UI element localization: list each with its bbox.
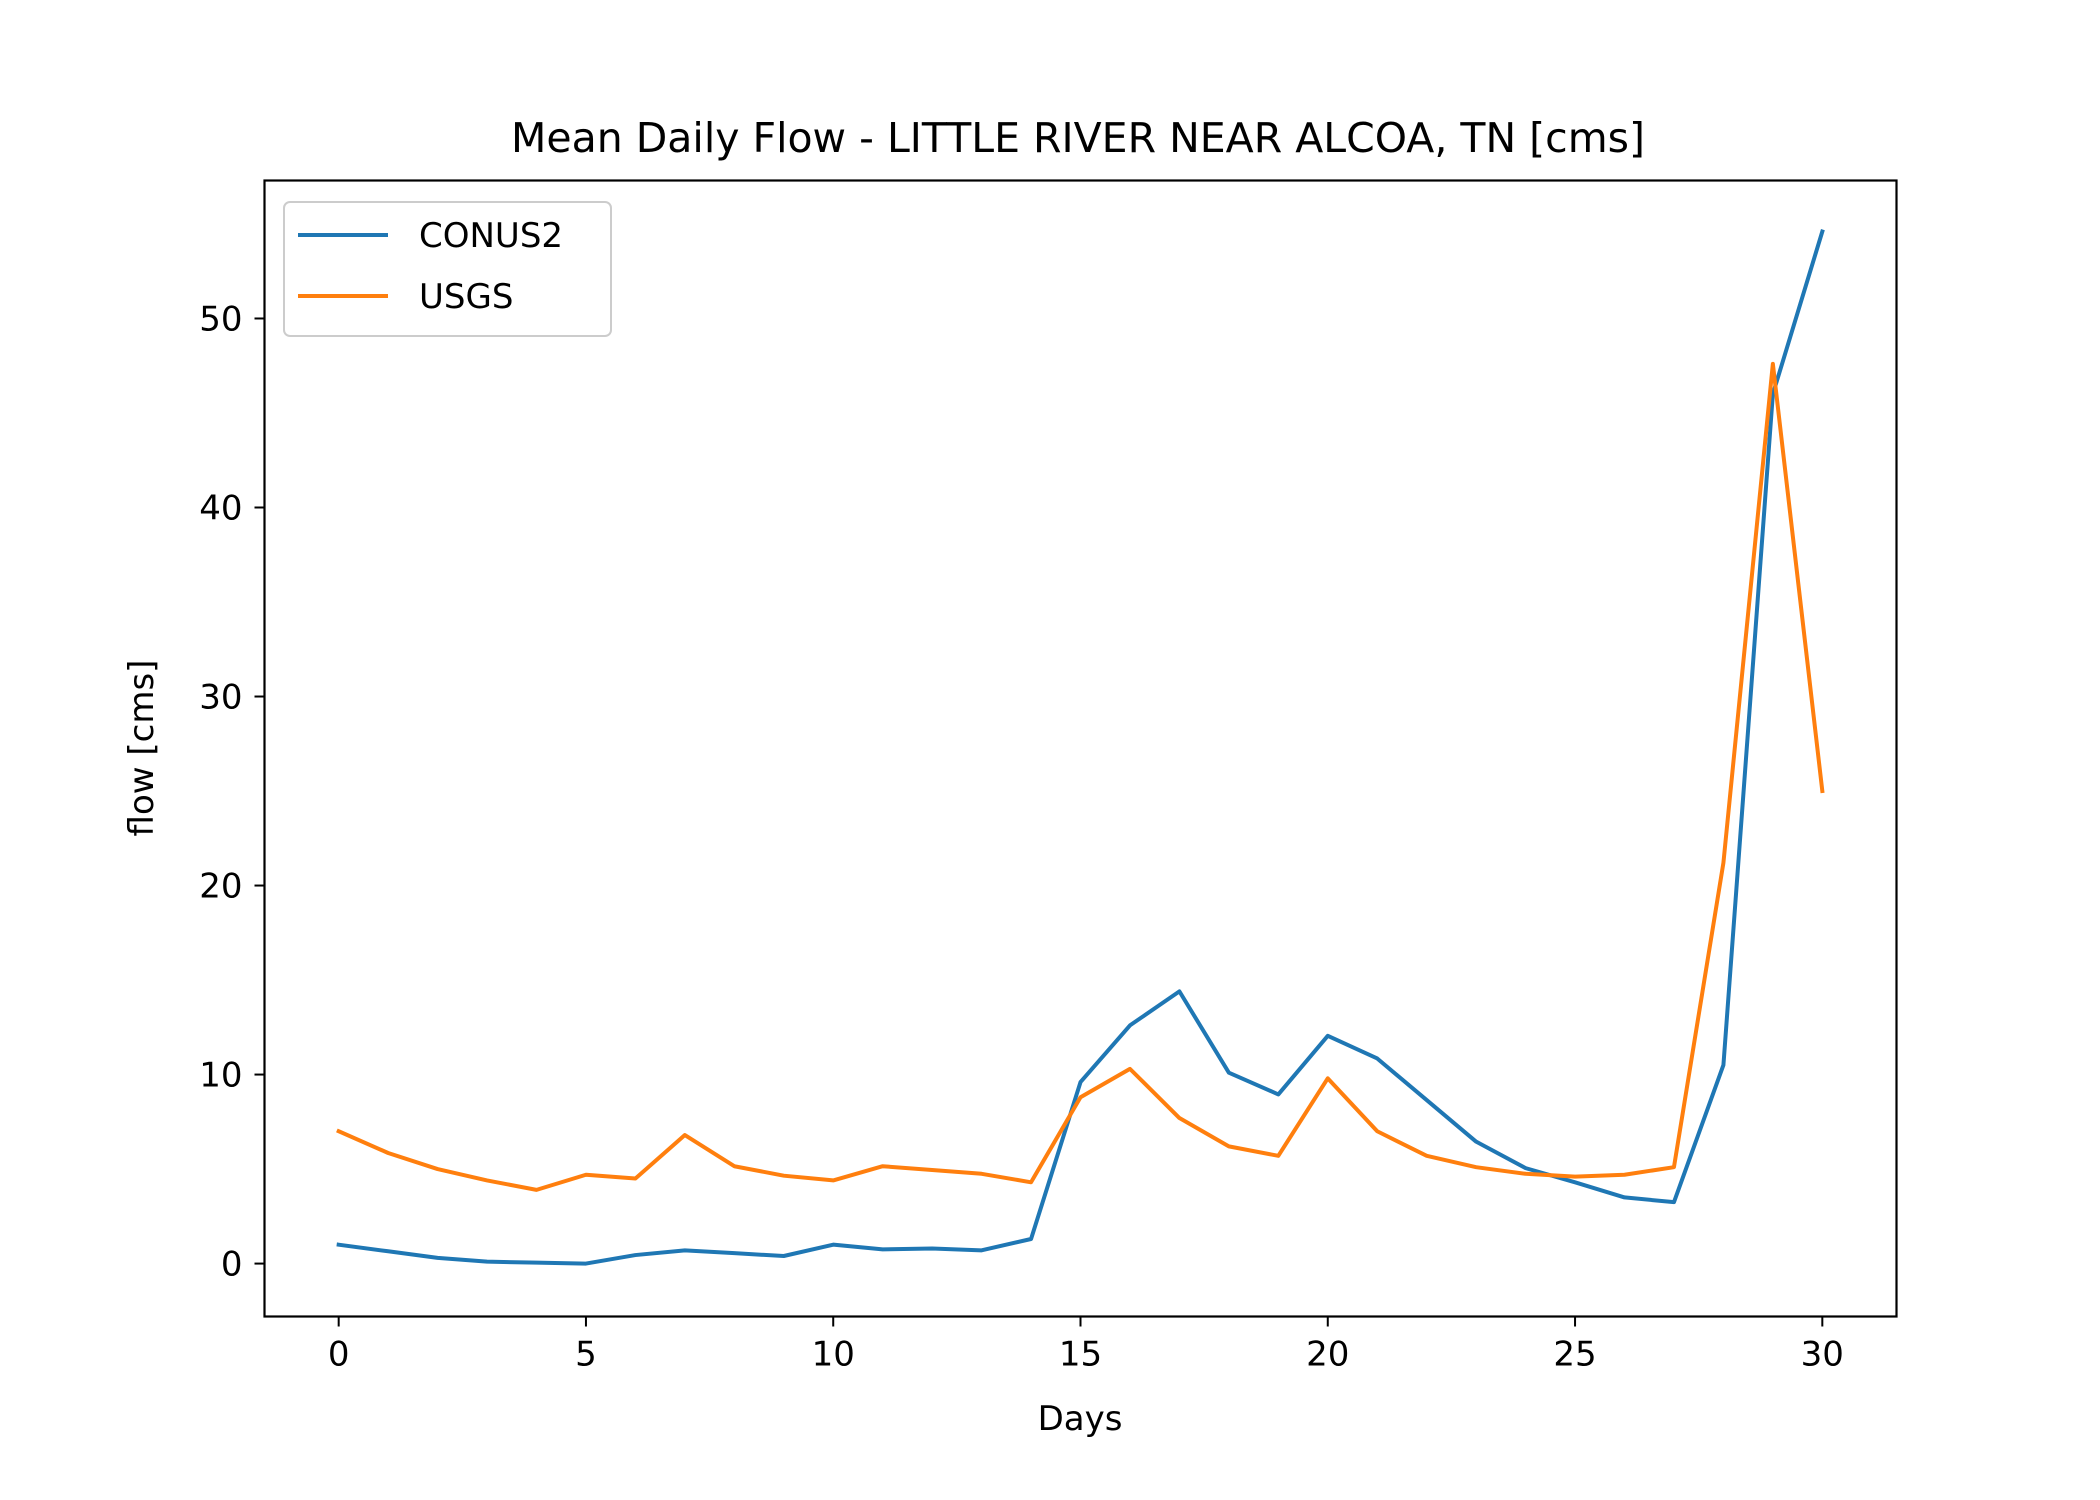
x-axis-label: Days bbox=[1038, 1399, 1123, 1439]
x-tick-label-0: 0 bbox=[328, 1335, 350, 1375]
y-tick-label-20: 20 bbox=[199, 867, 242, 907]
legend-label-conus2: CONUS2 bbox=[419, 216, 563, 256]
x-tick-label-30: 30 bbox=[1801, 1335, 1844, 1375]
y-axis-ticks: 0 10 20 30 40 50 bbox=[199, 299, 265, 1285]
chart-title: Mean Daily Flow - LITTLE RIVER NEAR ALCO… bbox=[511, 114, 1645, 162]
x-tick-label-10: 10 bbox=[812, 1335, 855, 1375]
x-tick-label-25: 25 bbox=[1553, 1335, 1596, 1375]
x-tick-label-20: 20 bbox=[1306, 1335, 1349, 1375]
y-tick-label-30: 30 bbox=[199, 678, 242, 718]
y-tick-label-10: 10 bbox=[199, 1056, 242, 1096]
y-tick-label-50: 50 bbox=[199, 299, 242, 339]
x-tick-label-15: 15 bbox=[1059, 1335, 1102, 1375]
series-layer bbox=[336, 229, 1825, 1266]
series-line-conus2 bbox=[336, 229, 1825, 1266]
series-line-usgs bbox=[336, 361, 1825, 1192]
y-axis-label: flow [cms] bbox=[122, 660, 162, 837]
y-tick-label-0: 0 bbox=[221, 1245, 243, 1285]
x-tick-label-5: 5 bbox=[575, 1335, 597, 1375]
legend: CONUS2 USGS bbox=[283, 201, 612, 337]
y-tick-label-40: 40 bbox=[199, 489, 242, 529]
x-axis-ticks: 0 5 10 15 20 25 30 bbox=[328, 1316, 1844, 1375]
legend-label-usgs: USGS bbox=[419, 277, 513, 317]
